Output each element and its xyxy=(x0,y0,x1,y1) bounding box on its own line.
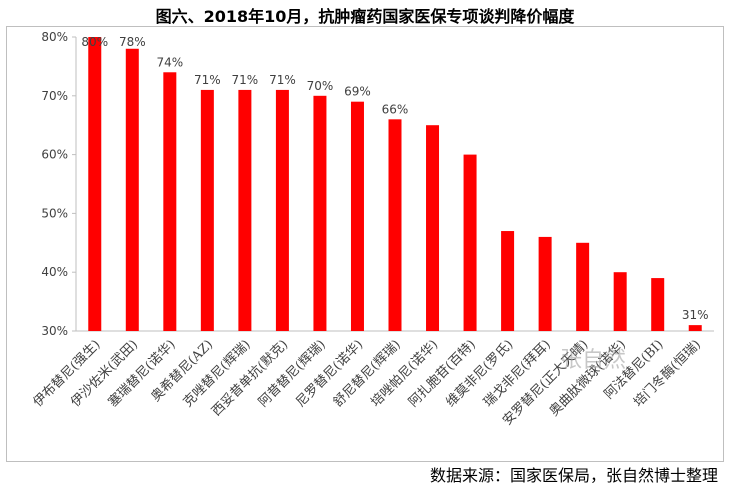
data-label: 71% xyxy=(269,73,296,87)
category-label: 阿扎胞苷(百特) xyxy=(406,337,479,410)
y-tick-label: 30% xyxy=(41,324,68,338)
source-note: 数据来源：国家医保局，张自然博士整理 xyxy=(429,466,718,485)
chart-title: 图六、2018年10月，抗肿瘤药国家医保专项谈判降价幅度 xyxy=(155,7,575,26)
data-label: 69% xyxy=(344,85,371,99)
bar xyxy=(350,101,364,332)
chart-frame xyxy=(6,26,724,462)
y-tick-label: 70% xyxy=(41,89,68,103)
category-label: 阿昔替尼(辉瑞) xyxy=(256,337,329,410)
data-label: 31% xyxy=(682,308,709,322)
watermark: 张自然 xyxy=(560,348,627,373)
category-label: 维莫非尼(罗氏) xyxy=(443,337,516,410)
bar xyxy=(388,119,402,331)
bar xyxy=(463,154,477,331)
data-label: 80% xyxy=(81,35,108,49)
bar xyxy=(538,236,552,331)
bar xyxy=(200,89,214,331)
data-label: 66% xyxy=(382,102,409,116)
category-label: 舒尼替尼(辉瑞) xyxy=(331,337,404,410)
bar xyxy=(426,125,440,331)
data-label: 74% xyxy=(156,55,183,69)
category-label: 塞瑞替尼(诺华) xyxy=(105,337,179,411)
category-label: 伊布替尼(强生) xyxy=(31,337,104,410)
data-label: 70% xyxy=(307,79,334,93)
bar xyxy=(313,95,327,331)
data-label: 71% xyxy=(194,73,221,87)
category-label: 瑞戈非尼(拜耳) xyxy=(481,337,554,410)
y-tick-label: 60% xyxy=(41,148,68,162)
bar xyxy=(88,37,102,331)
bar xyxy=(651,278,665,331)
y-tick-label: 80% xyxy=(41,30,68,44)
y-tick-label: 50% xyxy=(41,206,68,220)
data-label: 71% xyxy=(232,73,259,87)
bar xyxy=(238,89,252,331)
y-tick-label: 40% xyxy=(41,265,68,279)
data-label: 78% xyxy=(119,35,146,49)
bar xyxy=(576,242,590,331)
category-label: 尼罗替尼(诺华) xyxy=(293,337,366,410)
category-label: 伊沙佐米(武田) xyxy=(68,337,141,410)
category-label: 培门冬酶(恒瑞) xyxy=(630,337,704,411)
bar xyxy=(275,89,289,331)
category-label: 克唑替尼(辉瑞) xyxy=(180,337,254,411)
bar xyxy=(688,325,702,331)
bar xyxy=(613,272,627,331)
bar xyxy=(163,72,177,331)
category-label: 培唑帕尼(诺华) xyxy=(368,337,442,411)
bar xyxy=(125,48,139,331)
bar xyxy=(501,231,515,331)
